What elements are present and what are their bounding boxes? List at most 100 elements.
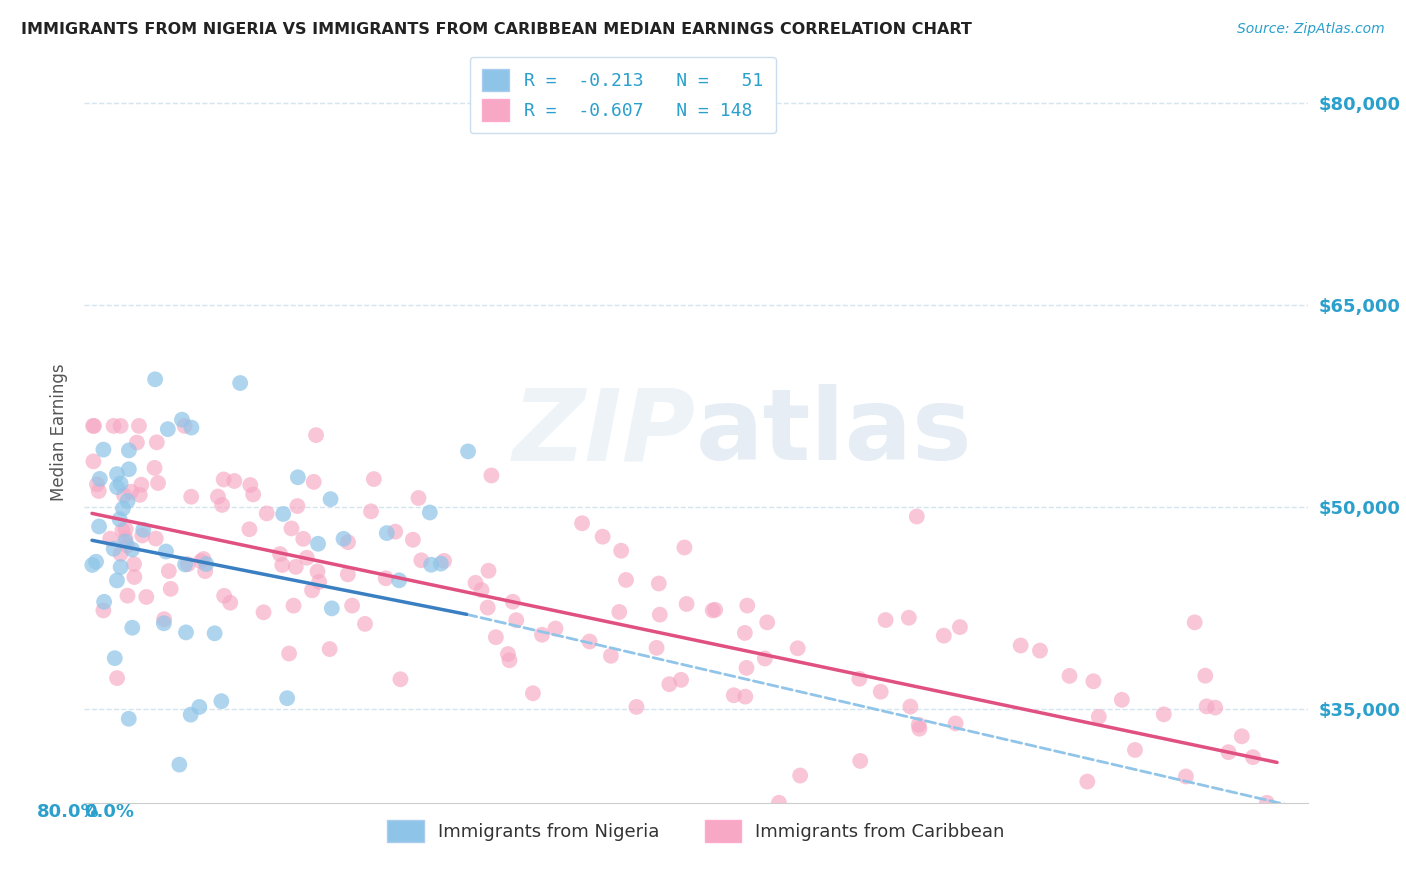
Point <box>464 575 486 590</box>
Text: IMMIGRANTS FROM NIGERIA VS IMMIGRANTS FROM CARIBBEAN MEDIAN EARNINGS CORRELATION: IMMIGRANTS FROM NIGERIA VS IMMIGRANTS FR… <box>21 22 972 37</box>
Point <box>905 509 928 524</box>
Point <box>477 564 499 578</box>
Point <box>121 542 143 557</box>
Point <box>271 558 294 572</box>
Point <box>103 418 125 433</box>
Point <box>292 532 315 546</box>
Point <box>430 557 453 571</box>
Point <box>1083 674 1105 689</box>
Point <box>122 557 145 571</box>
Point <box>1029 643 1052 657</box>
Point <box>131 528 153 542</box>
Point <box>180 707 202 722</box>
Point <box>111 501 134 516</box>
Point <box>648 576 671 591</box>
Point <box>723 688 745 702</box>
Point <box>433 554 456 568</box>
Point <box>1059 669 1081 683</box>
Point <box>252 605 274 619</box>
Point <box>82 558 104 572</box>
Point <box>118 443 141 458</box>
Point <box>754 651 776 665</box>
Point <box>669 673 692 687</box>
Point <box>1218 745 1240 759</box>
Point <box>280 521 302 535</box>
Point <box>153 616 176 631</box>
Point <box>932 629 955 643</box>
Point <box>907 718 929 732</box>
Point <box>496 647 519 661</box>
Point <box>239 478 262 492</box>
Point <box>1153 707 1175 722</box>
Point <box>673 541 696 555</box>
Point <box>276 691 298 706</box>
Point <box>114 534 136 549</box>
Point <box>132 523 155 537</box>
Point <box>229 376 252 390</box>
Point <box>1184 615 1206 630</box>
Point <box>408 491 430 505</box>
Point <box>756 615 779 630</box>
Point <box>114 522 136 536</box>
Point <box>143 461 166 475</box>
Point <box>83 418 105 433</box>
Point <box>477 600 499 615</box>
Point <box>128 418 150 433</box>
Point <box>204 626 226 640</box>
Point <box>110 560 132 574</box>
Point <box>105 671 128 685</box>
Point <box>82 454 104 468</box>
Point <box>735 599 758 613</box>
Point <box>388 574 411 588</box>
Point <box>786 641 808 656</box>
Point <box>193 552 215 566</box>
Point <box>307 565 329 579</box>
Point <box>645 640 668 655</box>
Point <box>1230 729 1253 743</box>
Point <box>143 372 166 386</box>
Point <box>318 642 340 657</box>
Point <box>1088 710 1111 724</box>
Point <box>1076 774 1098 789</box>
Point <box>301 583 323 598</box>
Point <box>1123 743 1146 757</box>
Point <box>180 490 202 504</box>
Point <box>735 661 758 675</box>
Point <box>321 601 343 615</box>
Point <box>419 506 441 520</box>
Point <box>219 596 242 610</box>
Point <box>389 673 412 687</box>
Point <box>869 684 891 698</box>
Point <box>363 472 385 486</box>
Text: ZIP: ZIP <box>513 384 696 481</box>
Point <box>110 476 132 491</box>
Point <box>481 468 503 483</box>
Point <box>238 522 260 536</box>
Point <box>592 530 614 544</box>
Point <box>1194 669 1216 683</box>
Point <box>287 499 309 513</box>
Point <box>121 621 143 635</box>
Point <box>897 611 920 625</box>
Point <box>105 467 128 482</box>
Point <box>224 474 246 488</box>
Point <box>269 547 291 561</box>
Text: 80.0%: 80.0% <box>37 803 100 821</box>
Point <box>308 574 330 589</box>
Point <box>457 444 479 458</box>
Point <box>242 487 264 501</box>
Point <box>103 541 125 556</box>
Point <box>411 553 433 567</box>
Point <box>1010 639 1032 653</box>
Point <box>117 494 139 508</box>
Point <box>209 694 232 708</box>
Text: Source: ZipAtlas.com: Source: ZipAtlas.com <box>1237 22 1385 37</box>
Point <box>207 490 229 504</box>
Point <box>135 590 157 604</box>
Point <box>658 677 681 691</box>
Point <box>177 558 200 572</box>
Point <box>702 603 724 617</box>
Point <box>283 599 305 613</box>
Point <box>384 524 406 539</box>
Point <box>284 559 307 574</box>
